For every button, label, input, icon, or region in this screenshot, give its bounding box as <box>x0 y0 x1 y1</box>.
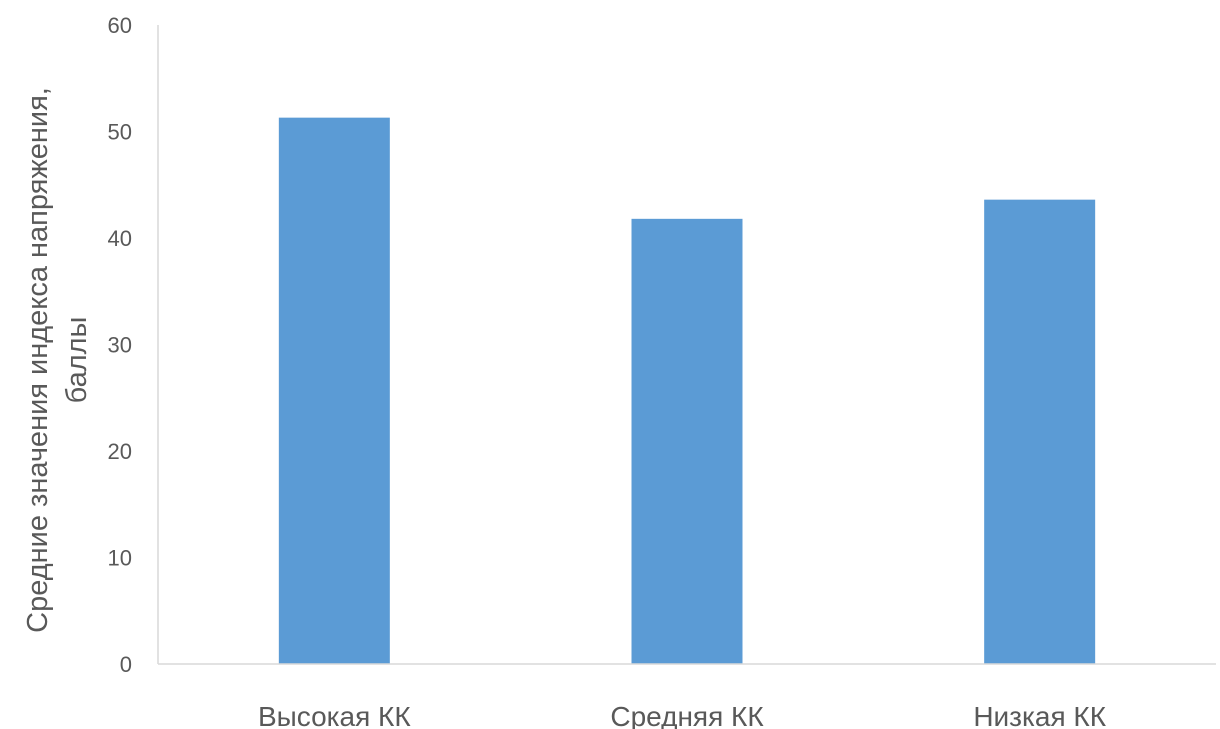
bars-group <box>278 117 1096 664</box>
y-tick-label: 40 <box>108 226 132 251</box>
y-tick-label: 60 <box>108 13 132 38</box>
y-axis-title-line-2: баллы <box>61 317 93 404</box>
y-tick-label: 10 <box>108 546 132 571</box>
x-category-label: Низкая КК <box>973 701 1106 729</box>
y-tick-label: 20 <box>108 439 132 464</box>
y-tick-label: 30 <box>108 333 132 358</box>
y-axis-title: Средние значения индекса напряжения, бал… <box>22 87 93 633</box>
y-tick-label: 50 <box>108 120 132 145</box>
bar <box>984 199 1096 664</box>
y-tick-label: 0 <box>120 652 132 677</box>
y-axis-title-line-1: Средние значения индекса напряжения, <box>22 87 54 633</box>
bar <box>631 218 743 664</box>
bar <box>278 117 390 664</box>
x-category-label: Высокая КК <box>258 701 411 729</box>
y-axis-ticks: 0 10 20 30 40 50 60 <box>108 13 132 677</box>
x-category-label: Средняя КК <box>610 701 764 729</box>
x-axis-labels: Высокая КК Средняя КК Низкая КК <box>258 701 1107 729</box>
